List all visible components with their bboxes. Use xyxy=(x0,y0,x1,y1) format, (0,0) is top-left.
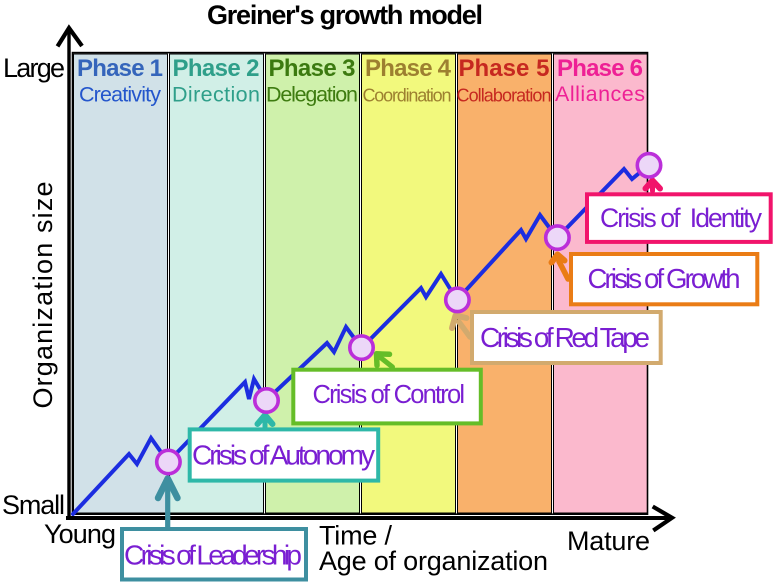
svg-text:Crisis of Red Tape: Crisis of Red Tape xyxy=(480,322,650,353)
svg-text:Direction: Direction xyxy=(172,83,260,107)
svg-text:Age of organization: Age of organization xyxy=(319,546,548,576)
svg-text:Greiner's growth model: Greiner's growth model xyxy=(207,0,483,30)
svg-text:Crisis of Autonomy: Crisis of Autonomy xyxy=(192,439,375,470)
svg-text:Large: Large xyxy=(3,53,65,83)
svg-text:Coordination: Coordination xyxy=(363,86,452,106)
svg-text:Organization size: Organization size xyxy=(28,182,58,409)
svg-text:Young: Young xyxy=(44,519,116,549)
svg-text:Phase 4: Phase 4 xyxy=(365,55,452,82)
svg-text:Creativity: Creativity xyxy=(79,83,161,107)
svg-text:Time /: Time / xyxy=(319,521,392,551)
svg-text:Crisis of Leadership: Crisis of Leadership xyxy=(124,540,302,571)
svg-text:Phase 1: Phase 1 xyxy=(77,55,163,82)
svg-text:Collaboration: Collaboration xyxy=(457,86,552,106)
svg-text:Phase 5: Phase 5 xyxy=(459,55,550,82)
svg-text:Alliances: Alliances xyxy=(555,82,645,106)
svg-text:Mature: Mature xyxy=(567,526,650,556)
svg-text:Phase 3: Phase 3 xyxy=(269,55,356,82)
svg-text:Phase 2: Phase 2 xyxy=(173,55,260,82)
svg-text:Crisis of Identity: Crisis of Identity xyxy=(600,203,763,233)
svg-text:Delegation: Delegation xyxy=(266,83,358,107)
svg-text:Crisis of Control: Crisis of Control xyxy=(313,381,466,409)
svg-text:Small: Small xyxy=(2,490,65,520)
svg-text:Crisis of Growth: Crisis of Growth xyxy=(588,263,741,294)
svg-text:Phase 6: Phase 6 xyxy=(557,55,643,82)
